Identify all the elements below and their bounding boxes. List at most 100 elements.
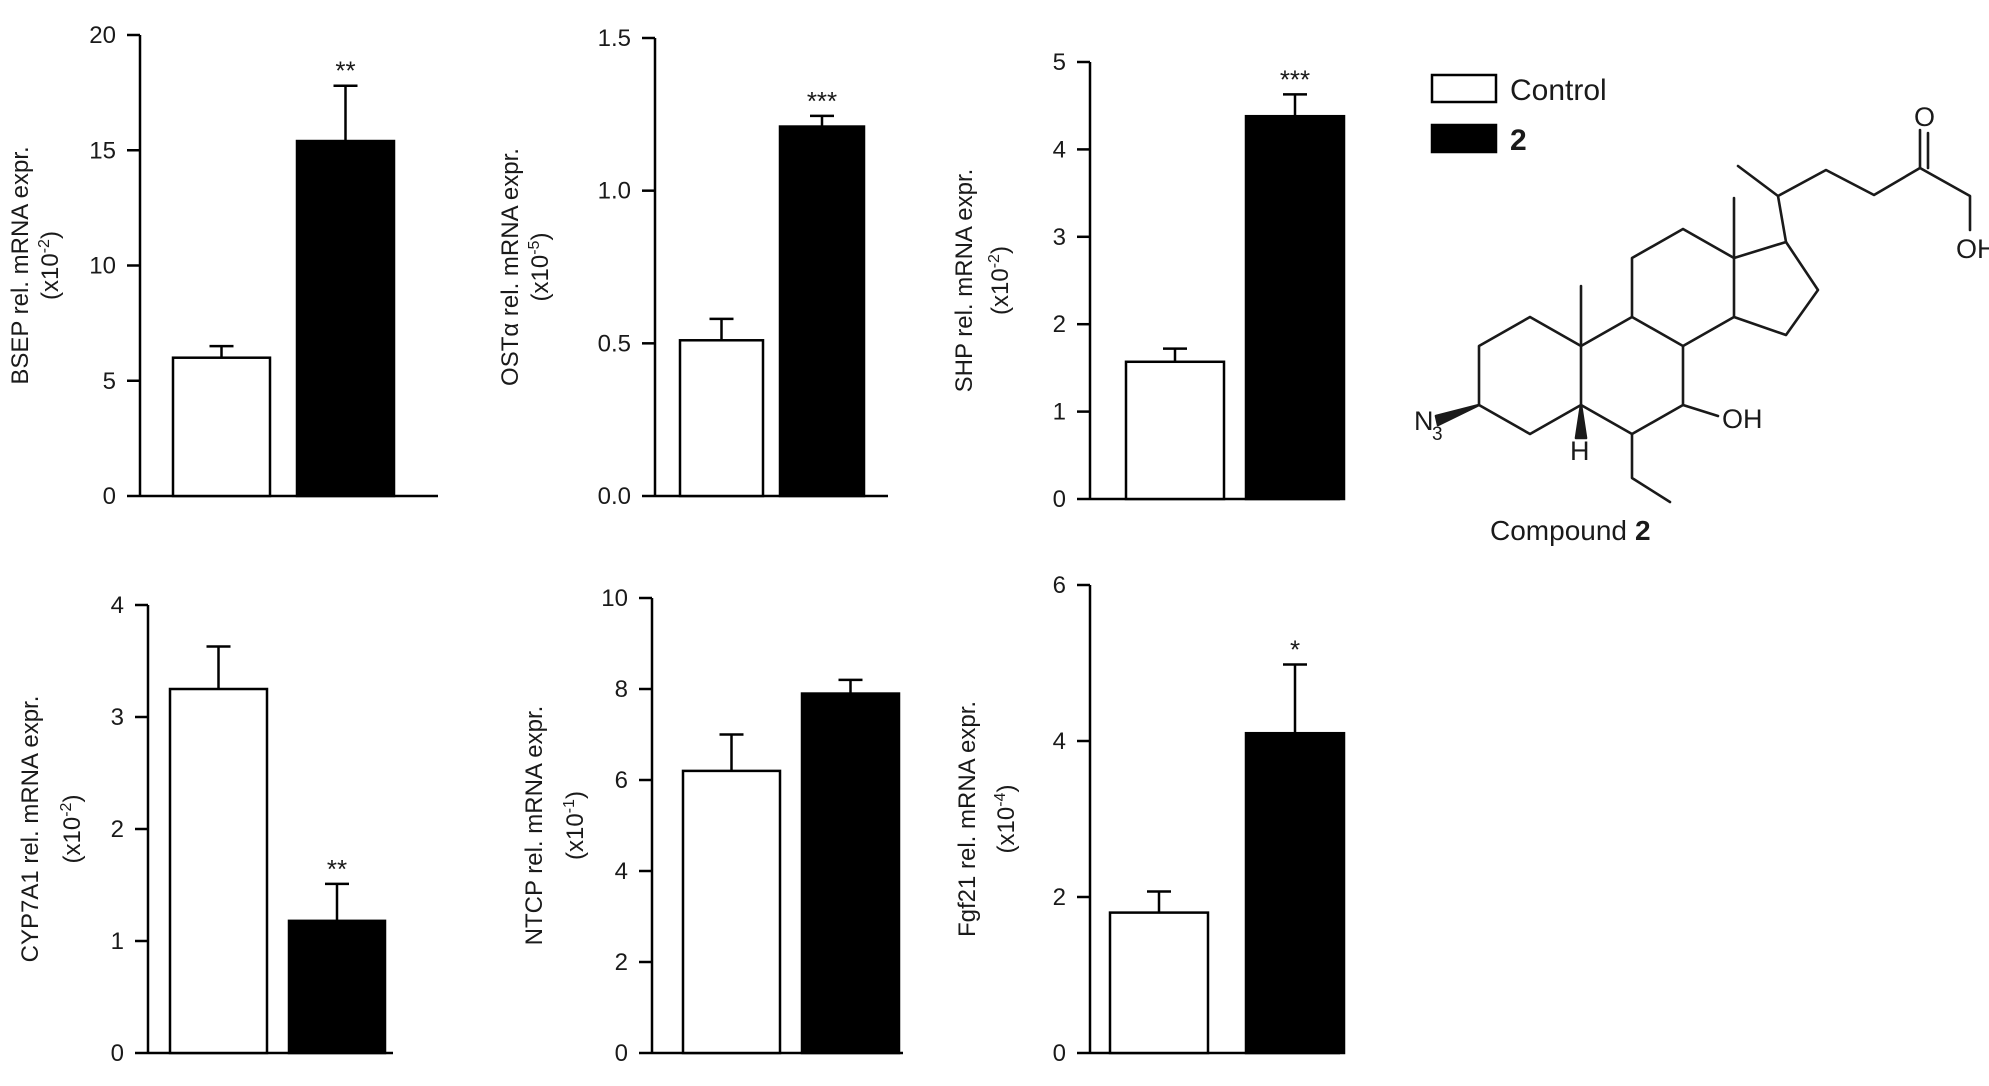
y-tick-label: 2 bbox=[1053, 884, 1066, 911]
compound-caption: Compound 2 bbox=[1490, 515, 1651, 546]
y-axis-scale-close: ) bbox=[527, 233, 554, 241]
y-axis-label: Fgf21 rel. mRNA expr. bbox=[954, 701, 981, 937]
y-axis-label: SHP rel. mRNA expr. bbox=[951, 169, 978, 393]
y-axis-scale-exponent: -1 bbox=[561, 799, 578, 813]
chart-panel-1: 0 5 10 15 20 ** BSEP rel. mRNA expr. (x10-2) bbox=[7, 22, 438, 510]
bar-control bbox=[1108, 911, 1210, 1055]
y-axis-scale-base: (x10 bbox=[987, 268, 1014, 315]
h5-wedge bbox=[1574, 403, 1588, 440]
y-axis-scale: (x10-2) bbox=[986, 246, 1014, 315]
ring-a bbox=[1477, 315, 1583, 436]
ring-d bbox=[1732, 240, 1820, 337]
y-tick-label: 10 bbox=[601, 585, 628, 612]
atom-oxo: O bbox=[1914, 102, 1935, 132]
y-tick-label: 1.5 bbox=[598, 25, 631, 52]
y-axis-scale-close: ) bbox=[59, 795, 86, 803]
compound-caption-number: 2 bbox=[1635, 515, 1651, 546]
y-tick-label: 0 bbox=[111, 1040, 124, 1067]
y-tick-label: 4 bbox=[1053, 728, 1066, 755]
compound-caption-prefix: Compound bbox=[1490, 515, 1627, 546]
atom-hydroxy: OH bbox=[1722, 404, 1763, 434]
y-tick-label: 0 bbox=[615, 1040, 628, 1067]
y-tick-label: 0 bbox=[103, 483, 116, 510]
significance-mark: *** bbox=[1280, 64, 1310, 94]
y-axis-scale-close: ) bbox=[987, 246, 1014, 254]
y-tick-label: 20 bbox=[89, 22, 116, 49]
y-tick-label: 1 bbox=[1053, 399, 1066, 426]
y-tick-label: 4 bbox=[615, 858, 628, 885]
atom-azide-sub: 3 bbox=[1432, 424, 1443, 445]
y-tick-label: 6 bbox=[615, 767, 628, 794]
y-tick-label: 2 bbox=[1053, 311, 1066, 338]
atom-acid-oh: OH bbox=[1956, 234, 1989, 264]
y-tick-label: 1.0 bbox=[598, 178, 631, 205]
chart-panel-6: 0 2 4 6 * Fgf21 rel. mRNA expr. (x10-4) bbox=[954, 572, 1346, 1067]
y-tick-label: 2 bbox=[615, 949, 628, 976]
legend-swatch-control bbox=[1430, 73, 1498, 104]
ring-b bbox=[1579, 315, 1685, 436]
significance-mark: ** bbox=[327, 854, 347, 884]
y-tick-label: 5 bbox=[103, 368, 116, 395]
y-axis-scale-exponent: -2 bbox=[36, 239, 53, 253]
y-axis-scale-exponent: -4 bbox=[992, 792, 1009, 806]
y-axis-scale-base: (x10 bbox=[37, 253, 64, 300]
y-tick-label: 3 bbox=[1053, 224, 1066, 251]
y-axis-scale-exponent: -2 bbox=[986, 254, 1003, 268]
y-axis-scale-base: (x10 bbox=[59, 817, 86, 864]
y-axis-scale: (x10-5) bbox=[526, 233, 554, 302]
bar-control bbox=[681, 769, 782, 1055]
bar-compound bbox=[800, 692, 901, 1055]
y-axis-scale-exponent: -5 bbox=[526, 240, 543, 254]
legend-label-compound: 2 bbox=[1510, 124, 1527, 157]
y-tick-label: 8 bbox=[615, 676, 628, 703]
chart-panel-4: 0 1 2 3 4 ** CYP7A1 rel. mRNA expr. (x10-2) bbox=[17, 592, 393, 1067]
y-tick-label: 4 bbox=[1053, 136, 1066, 163]
bar-control bbox=[1124, 360, 1226, 501]
y-tick-label: 10 bbox=[89, 253, 116, 280]
y-axis-label: NTCP rel. mRNA expr. bbox=[521, 706, 548, 946]
c7-oh-bond bbox=[1681, 403, 1720, 418]
y-tick-label: 0 bbox=[1053, 486, 1066, 513]
compound-atoms: O OH N 3 OH H bbox=[1414, 102, 1989, 466]
bar-compound bbox=[1244, 731, 1346, 1055]
y-axis-scale-close: ) bbox=[37, 231, 64, 239]
bar-control bbox=[678, 339, 765, 498]
y-axis-label: BSEP rel. mRNA expr. bbox=[7, 146, 34, 384]
bar-compound bbox=[778, 125, 866, 498]
y-axis-scale: (x10-2) bbox=[58, 795, 86, 864]
chart-panel-5: 0 2 4 6 8 10 NTCP rel. mRNA expr. (x10-1) bbox=[521, 585, 903, 1067]
chart-panel-3: 0 1 2 3 4 5 *** SHP rel. mRNA expr. (x10-2) bbox=[951, 49, 1346, 513]
side-chain bbox=[1736, 164, 1972, 244]
legend-swatch-compound bbox=[1430, 123, 1498, 154]
y-tick-label: 3 bbox=[111, 704, 124, 731]
ethyl-group bbox=[1630, 432, 1672, 504]
bar-compound bbox=[295, 139, 396, 498]
y-tick-label: 2 bbox=[111, 816, 124, 843]
legend-label-control: Control bbox=[1510, 74, 1607, 107]
y-tick-label: 6 bbox=[1053, 572, 1066, 599]
y-axis-scale-base: (x10 bbox=[562, 813, 589, 860]
atom-azide-n: N bbox=[1414, 406, 1434, 436]
atom-hydrogen: H bbox=[1570, 436, 1590, 466]
y-tick-label: 1 bbox=[111, 928, 124, 955]
bar-compound bbox=[287, 919, 387, 1055]
y-axis-scale-exponent: -2 bbox=[58, 802, 75, 816]
y-axis-scale: (x10-2) bbox=[36, 231, 64, 300]
y-axis-label: OSTα rel. mRNA expr. bbox=[497, 148, 524, 386]
y-axis-scale-base: (x10 bbox=[527, 255, 554, 302]
y-axis-label: CYP7A1 rel. mRNA expr. bbox=[17, 696, 44, 963]
significance-mark: * bbox=[1290, 635, 1300, 665]
y-axis-scale-close: ) bbox=[993, 785, 1020, 793]
ring-c bbox=[1630, 227, 1736, 348]
bar-control bbox=[168, 687, 269, 1055]
y-tick-label: 0 bbox=[1053, 1040, 1066, 1067]
chart-panel-2: 0.0 0.5 1.0 1.5 *** OSTα rel. mRNA expr. (x10-… bbox=[497, 25, 888, 510]
y-tick-label: 15 bbox=[89, 137, 116, 164]
y-tick-label: 0.5 bbox=[598, 330, 631, 357]
bar-control bbox=[171, 356, 272, 498]
compound-structure bbox=[1434, 128, 1972, 504]
y-axis-scale-close: ) bbox=[562, 791, 589, 799]
significance-mark: ** bbox=[335, 56, 355, 86]
